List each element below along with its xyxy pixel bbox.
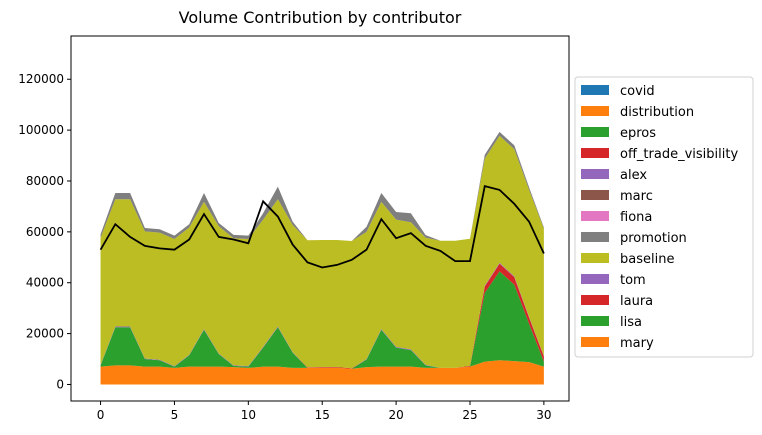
y-tick-label: 60000 xyxy=(26,225,64,239)
legend-label: marc xyxy=(620,189,653,204)
legend-swatch xyxy=(581,316,609,326)
y-tick-label: 120000 xyxy=(18,72,64,86)
legend-label: distribution xyxy=(620,105,694,120)
area-series-promotion xyxy=(100,131,544,242)
legend-label: mary xyxy=(620,336,654,351)
legend-swatch xyxy=(581,85,609,95)
plot-area xyxy=(70,35,570,402)
total-line-layer xyxy=(99,184,545,269)
legend-label: promotion xyxy=(620,231,687,246)
legend-label: fiona xyxy=(620,210,652,225)
legend-label: baseline xyxy=(620,252,674,267)
x-tick-label: 20 xyxy=(388,408,403,422)
x-axis: 0 5 10 15 20 25 30 xyxy=(97,401,552,422)
legend-swatch xyxy=(581,211,609,221)
legend-label: tom xyxy=(620,273,646,288)
y-tick-label: 100000 xyxy=(18,123,64,137)
area-series-mary xyxy=(100,360,544,385)
area-series-lisa xyxy=(100,271,544,369)
legend-swatch xyxy=(581,190,609,200)
legend: covid distribution epros off_trade_visibili… xyxy=(574,76,754,358)
y-tick-label: 80000 xyxy=(26,174,64,188)
legend-label: epros xyxy=(620,126,656,141)
y-tick-label: 20000 xyxy=(26,327,64,341)
x-tick-label: 15 xyxy=(315,408,330,422)
legend-frame xyxy=(574,76,754,358)
chart-title: Volume Contribution by contributor xyxy=(179,8,462,27)
x-tick-label: 5 xyxy=(171,408,179,422)
x-tick-label: 0 xyxy=(97,408,105,422)
legend-label: laura xyxy=(620,294,653,309)
legend-swatch xyxy=(581,148,609,158)
legend-swatch xyxy=(581,337,609,347)
area-layers xyxy=(100,131,544,385)
total-line xyxy=(99,184,545,269)
x-tick-label: 25 xyxy=(462,408,477,422)
legend-label: alex xyxy=(620,168,647,183)
legend-swatch xyxy=(581,232,609,242)
y-tick-label: 0 xyxy=(56,377,64,391)
y-axis: 0 20000 40000 60000 80000 100000 120000 xyxy=(18,72,71,391)
legend-label: lisa xyxy=(620,315,642,330)
legend-swatch xyxy=(581,274,609,284)
x-tick-label: 30 xyxy=(536,408,551,422)
y-tick-label: 40000 xyxy=(26,276,64,290)
legend-swatch xyxy=(581,295,609,305)
legend-swatch xyxy=(581,253,609,263)
area-series-baseline xyxy=(100,135,544,369)
legend-swatch xyxy=(581,169,609,179)
legend-swatch xyxy=(581,127,609,137)
legend-swatch xyxy=(581,106,609,116)
legend-label: covid xyxy=(620,84,655,99)
axes-frame xyxy=(70,35,570,402)
x-tick-label: 10 xyxy=(241,408,256,422)
legend-label: off_trade_visibility xyxy=(620,147,738,162)
